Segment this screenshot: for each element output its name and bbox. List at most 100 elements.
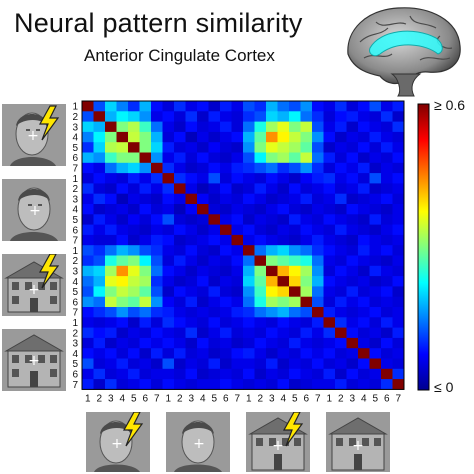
heatmap-cell: [300, 307, 313, 318]
heatmap-cell: [139, 337, 152, 349]
row-tick-label: 5: [72, 287, 78, 298]
heatmap-cell: [392, 358, 405, 370]
heatmap-cell: [208, 265, 221, 277]
heatmap-cell: [358, 368, 370, 380]
heatmap-cell: [381, 379, 393, 390]
row-tick-label: 7: [72, 163, 78, 174]
heatmap-cell: [312, 348, 324, 359]
heatmap-cell: [289, 131, 301, 143]
heatmap-cell: [254, 204, 267, 215]
heatmap-cell: [151, 327, 163, 339]
heatmap-cell: [82, 121, 94, 133]
heatmap-cell: [381, 265, 393, 277]
heatmap-cell: [208, 101, 221, 112]
heatmap-cell: [266, 131, 278, 143]
heatmap-cell: [346, 368, 359, 380]
heatmap-cell: [300, 214, 313, 225]
heatmap-cell: [105, 111, 117, 122]
heatmap-cell: [381, 183, 393, 195]
heatmap-cell: [162, 152, 175, 164]
heatmap-cell: [358, 327, 370, 339]
heatmap-cell: [312, 183, 324, 195]
heatmap-cell: [93, 255, 106, 267]
heatmap-cell: [128, 358, 140, 370]
heatmap-cell: [151, 162, 163, 174]
heatmap-cell: [139, 204, 152, 215]
heatmap-cell: [289, 111, 301, 122]
heatmap-cell: [254, 101, 267, 112]
heatmap-cell: [208, 358, 221, 370]
column-tick-label: 2: [338, 393, 344, 404]
heatmap-cell: [116, 111, 129, 122]
heatmap-cell: [197, 173, 209, 184]
heatmap-cell: [381, 101, 393, 112]
heatmap-cell: [312, 121, 324, 133]
heatmap-cell: [266, 327, 278, 339]
svg-text:+: +: [27, 128, 39, 144]
heatmap-cell: [335, 101, 347, 112]
heatmap-cell: [116, 234, 129, 246]
heatmap-cell: [358, 296, 370, 308]
heatmap-cell: [254, 296, 267, 308]
heatmap-cell: [254, 173, 267, 184]
heatmap-cell: [243, 121, 255, 133]
heatmap-cell: [289, 337, 301, 349]
heatmap-cell: [162, 317, 175, 328]
row-tick-label: 6: [72, 225, 78, 236]
heatmap-cell: [185, 265, 198, 277]
heatmap-cell: [139, 131, 152, 143]
heatmap-cell: [174, 337, 186, 349]
heatmap-cell: [254, 131, 267, 143]
column-tick-label: 7: [154, 393, 160, 404]
heatmap-cell: [151, 173, 163, 184]
column-tick-label: 4: [119, 393, 125, 404]
house-photo-icon: [4, 261, 64, 313]
heatmap-cell: [116, 101, 129, 112]
heatmap-cell: [277, 276, 290, 287]
house-thumbnail-bottom: +: [326, 412, 390, 472]
heatmap-cell: [174, 245, 186, 256]
heatmap-cell: [128, 183, 140, 195]
heatmap-cell: [82, 152, 94, 164]
heatmap-cell: [162, 307, 175, 318]
heatmap-cell: [105, 101, 117, 112]
heatmap-cell: [105, 358, 117, 370]
heatmap-cell: [162, 173, 175, 184]
heatmap-cell: [312, 296, 324, 308]
heatmap-cell: [185, 224, 198, 236]
heatmap-cell: [392, 121, 405, 133]
heatmap-cell: [105, 296, 117, 308]
heatmap-cell: [312, 358, 324, 370]
heatmap-cell: [93, 327, 106, 339]
heatmap-cell: [162, 111, 175, 122]
heatmap-cell: [289, 348, 301, 359]
heatmap-cell: [312, 131, 324, 143]
heatmap-cell: [289, 368, 301, 380]
heatmap-cell: [151, 337, 163, 349]
heatmap-cell: [220, 379, 232, 390]
heatmap-cell: [323, 286, 336, 298]
row-tick-label: 1: [72, 318, 78, 329]
heatmap-cell: [254, 111, 267, 122]
heatmap-cell: [266, 101, 278, 112]
heatmap-cell: [289, 296, 301, 308]
heatmap-cell: [277, 131, 290, 143]
heatmap-cell: [220, 286, 232, 298]
face-photo-icon: [10, 187, 58, 241]
heatmap-cell: [231, 255, 244, 267]
heatmap-cell: [312, 265, 324, 277]
heatmap-cell: [116, 204, 129, 215]
heatmap-cell: [197, 358, 209, 370]
heatmap-cell: [277, 307, 290, 318]
heatmap-cell: [197, 234, 209, 246]
heatmap-cell: [93, 358, 106, 370]
house-thumbnail: +: [2, 329, 66, 391]
heatmap-cell: [128, 224, 140, 236]
heatmap-cell: [231, 183, 244, 195]
heatmap-cell: [82, 286, 94, 298]
heatmap-cell: [381, 255, 393, 267]
heatmap-cell: [151, 214, 163, 225]
heatmap-cell: [128, 214, 140, 225]
heatmap-cell: [162, 101, 175, 112]
heatmap-cell: [208, 214, 221, 225]
